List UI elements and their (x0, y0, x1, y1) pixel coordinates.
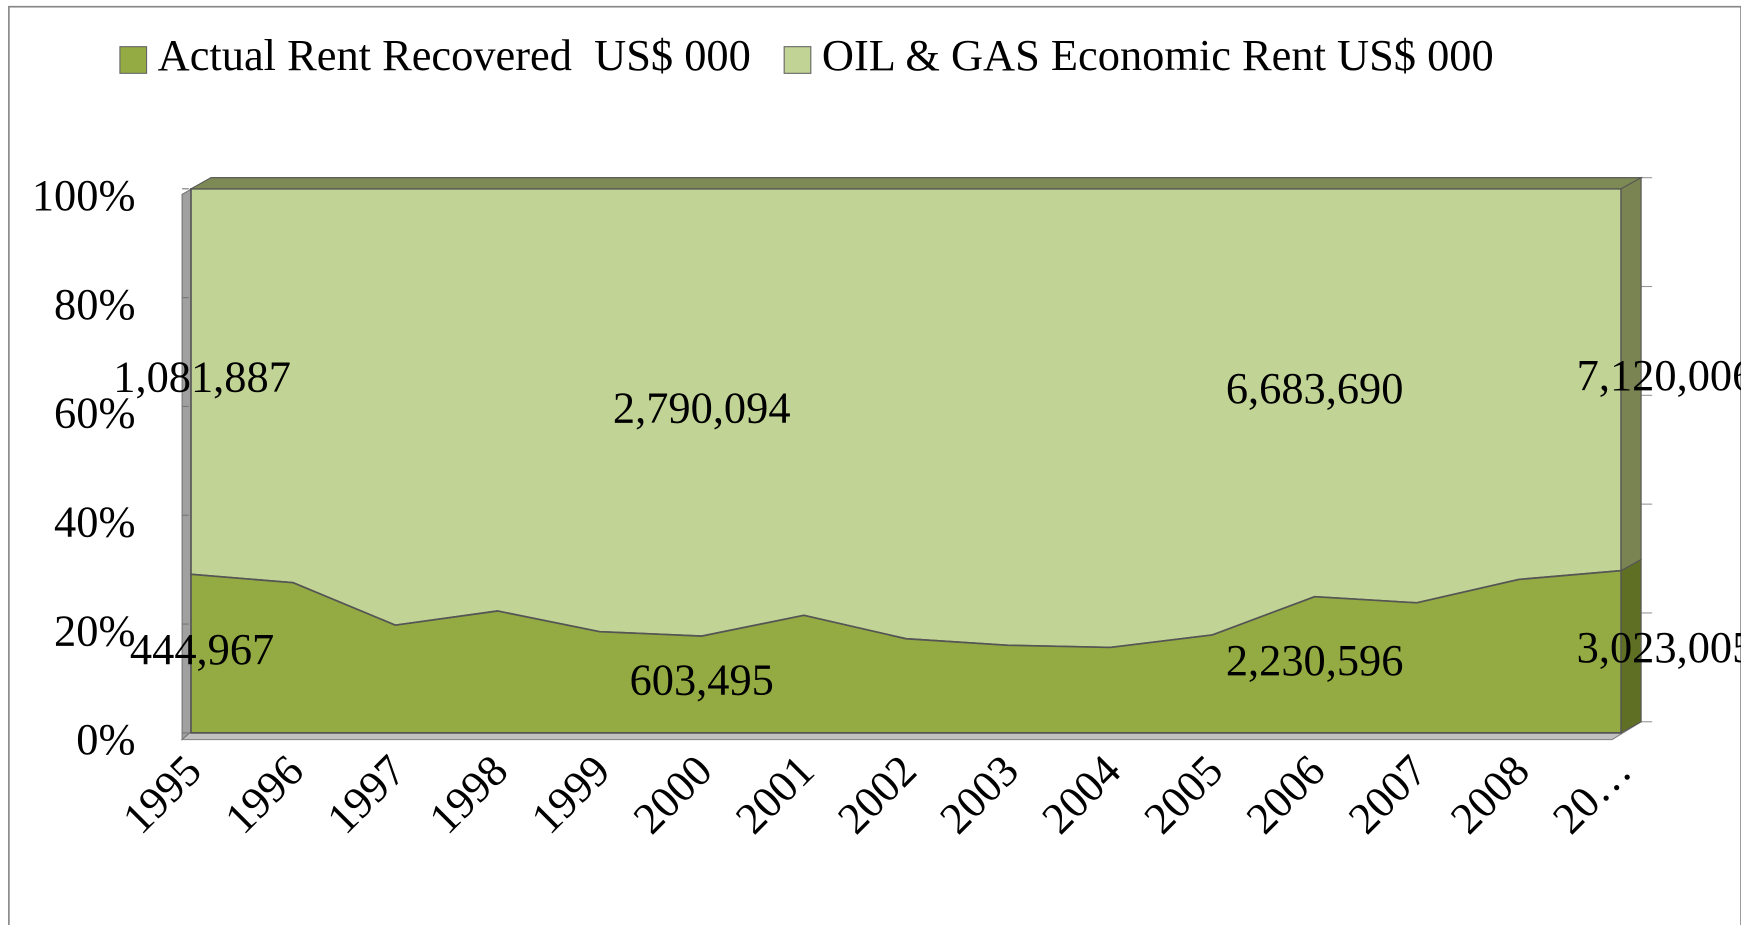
legend-label: OIL & GAS Economic Rent US$ 000 (822, 30, 1494, 80)
data-label: 7,120,006 (1577, 350, 1741, 400)
y-tick-label: 100% (32, 170, 136, 220)
y-tick-label: 80% (54, 279, 135, 329)
data-label: 3,023,005 (1577, 622, 1741, 672)
y-tick-label: 40% (54, 497, 135, 547)
area (190, 569, 1622, 734)
side-face (1620, 558, 1642, 734)
legend-label: Actual Rent Recovered US$ 000 (158, 30, 751, 80)
legend-swatch (119, 46, 148, 74)
area (190, 187, 1622, 649)
y-tick-label: 20% (54, 605, 135, 655)
data-label: 603,495 (630, 655, 774, 705)
y-tick-label: 0% (76, 714, 135, 764)
top-face (188, 177, 1644, 190)
y-tick-label: 60% (54, 388, 135, 438)
legend-swatch (783, 46, 812, 74)
data-label: 2,230,596 (1226, 635, 1404, 685)
data-label: 6,683,690 (1226, 363, 1404, 413)
data-label: 444,967 (130, 624, 274, 674)
data-label: 2,790,094 (613, 383, 791, 433)
data-label: 1,081,887 (113, 352, 291, 402)
